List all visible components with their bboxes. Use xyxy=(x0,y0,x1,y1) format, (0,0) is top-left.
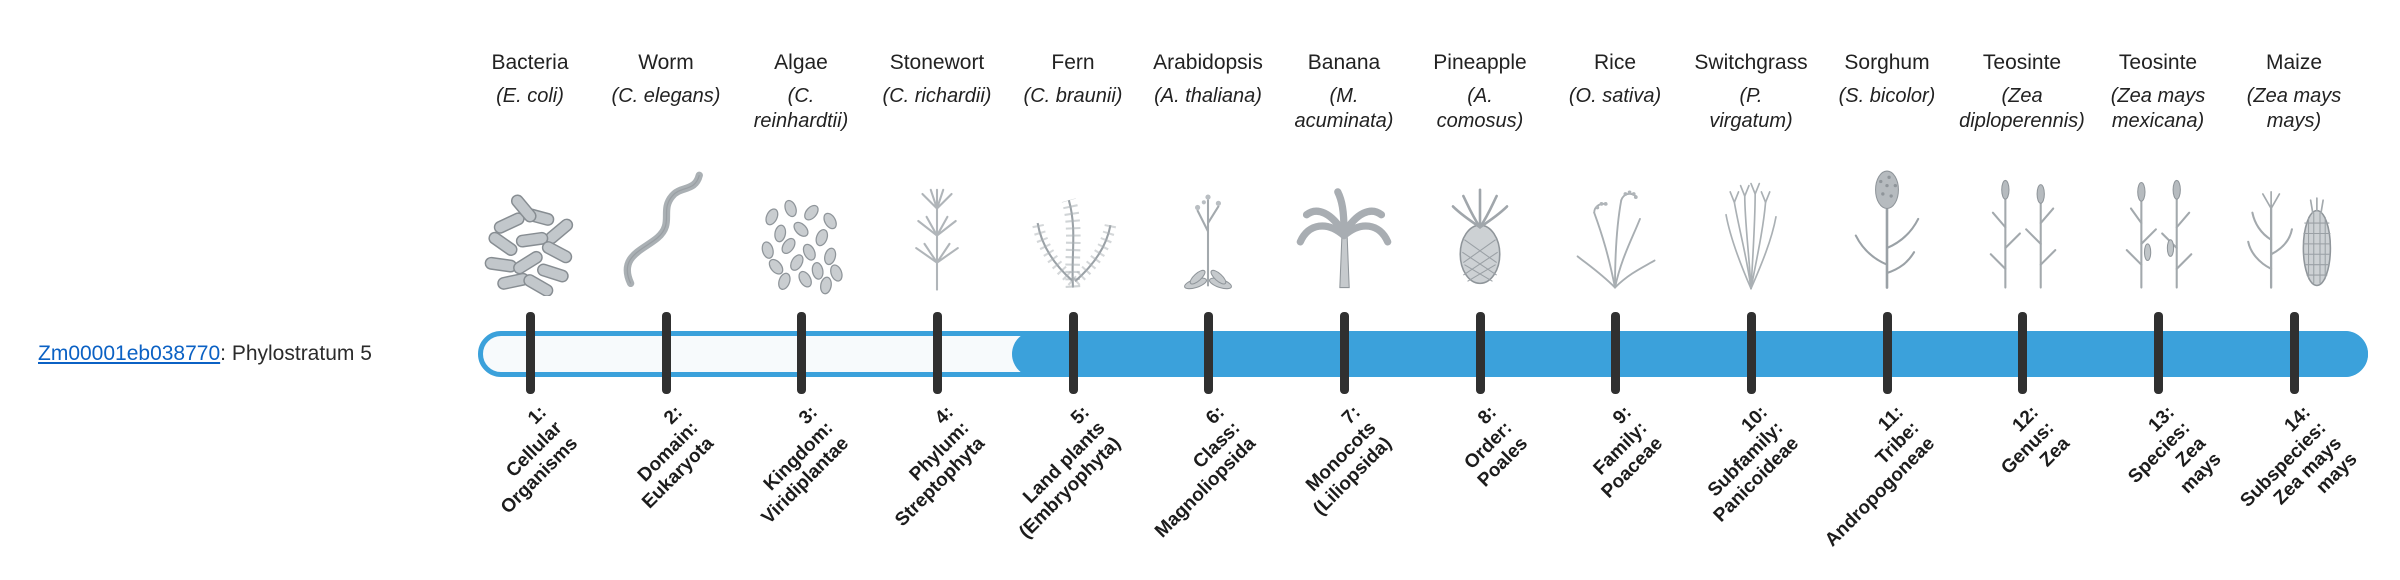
stonewort-icon xyxy=(857,138,1017,296)
organism-common-name: Rice xyxy=(1593,51,1636,74)
teosinte-icon xyxy=(2078,138,2238,296)
phylostratum-tick-3 xyxy=(797,312,806,394)
phylostratum-tick-11 xyxy=(1883,312,1892,394)
organism-scientific-name: (O. sativa) xyxy=(1568,85,1662,107)
stratum-column-fern: Fern (C. braunii) xyxy=(993,50,1153,296)
banana-icon xyxy=(1264,138,1424,296)
stratum-column-maize: Maize (Zea mays mays) xyxy=(2214,50,2374,296)
phylostratum-tick-5 xyxy=(1069,312,1078,394)
organism-scientific-name: (S. bicolor) xyxy=(1838,85,1936,107)
phylostratum-tick-1 xyxy=(526,312,535,394)
arabidopsis-icon xyxy=(1128,138,1288,296)
organism-common-name: Teosinte xyxy=(2118,51,2198,74)
organism-common-name: Algae xyxy=(774,51,828,74)
worm-icon xyxy=(586,138,746,296)
organism-common-name: Stonewort xyxy=(889,51,985,74)
organism-scientific-name: (P. virgatum) xyxy=(1709,85,1793,132)
organism-common-name: Arabidopsis xyxy=(1153,51,1263,74)
organism-common-name: Switchgrass xyxy=(1694,51,1808,74)
phylostratum-tick-8 xyxy=(1476,312,1485,394)
organism-common-name: Maize xyxy=(2265,51,2323,74)
phylostratum-tick-9 xyxy=(1611,312,1620,394)
stratum-column-sorghum: Sorghum (S. bicolor) xyxy=(1807,50,1967,296)
phylostratum-tick-7 xyxy=(1340,312,1349,394)
gene-link[interactable]: Zm00001eb038770 xyxy=(38,342,221,365)
maize-icon xyxy=(2214,138,2374,296)
stratum-column-pineapple: Pineapple (A. comosus) xyxy=(1400,50,1560,296)
stratum-column-algae: Algae (C. reinhardtii) xyxy=(721,50,881,296)
organism-scientific-name: (Zea mays mays) xyxy=(2246,85,2342,132)
phylostratum-tick-10 xyxy=(1747,312,1756,394)
stratum-column-banana: Banana (M. acuminata) xyxy=(1264,50,1424,296)
algae-icon xyxy=(721,138,881,296)
organism-scientific-name: (C. richardii) xyxy=(882,85,992,107)
stratum-column-worm: Worm (C. elegans) xyxy=(586,50,746,296)
rice-icon xyxy=(1535,138,1695,296)
phylostratum-tick-14 xyxy=(2290,312,2299,394)
stratum-column-stonewort: Stonewort (C. richardii) xyxy=(857,50,1017,296)
organism-common-name: Sorghum xyxy=(1844,51,1930,74)
organism-common-name: Fern xyxy=(1051,51,1095,74)
teosinte-icon xyxy=(1942,138,2102,296)
gene-label: Zm00001eb038770: Phylostratum 5 xyxy=(38,342,372,366)
stratum-column-switchgrass: Switchgrass (P. virgatum) xyxy=(1671,50,1831,296)
phylostratum-bar-filled-segment xyxy=(1012,331,2368,377)
phylostratum-tick-13 xyxy=(2154,312,2163,394)
organism-common-name: Worm xyxy=(638,51,694,74)
phylostratum-tick-4 xyxy=(933,312,942,394)
stratum-column-bacteria: Bacteria (E. coli) xyxy=(450,50,610,296)
organism-scientific-name: (C. braunii) xyxy=(1023,85,1123,107)
stratum-column-rice: Rice (O. sativa) xyxy=(1535,50,1695,296)
organism-scientific-name: (C. elegans) xyxy=(611,85,721,107)
gene-phylostratum-text: : Phylostratum 5 xyxy=(220,342,372,365)
pineapple-icon xyxy=(1400,138,1560,296)
organism-scientific-name: (Zea diploperennis) xyxy=(1959,85,2085,132)
organism-scientific-name: (E. coli) xyxy=(496,85,564,107)
organism-scientific-name: (A. comosus) xyxy=(1436,85,1524,132)
fern-icon xyxy=(993,138,1153,296)
sorghum-icon xyxy=(1807,138,1967,296)
organism-scientific-name: (A. thaliana) xyxy=(1154,85,1262,107)
organism-common-name: Pineapple xyxy=(1433,51,1527,74)
phylostratum-tick-2 xyxy=(662,312,671,394)
organism-scientific-name: (M. acuminata) xyxy=(1294,85,1394,132)
stratum-column-arabidopsis: Arabidopsis (A. thaliana) xyxy=(1128,50,1288,296)
phylostratum-tick-12 xyxy=(2018,312,2027,394)
organism-scientific-name: (Zea mays mexicana) xyxy=(2110,85,2206,132)
organism-common-name: Banana xyxy=(1307,51,1381,74)
stratum-column-teosinte-diploperennis: Teosinte (Zea diploperennis) xyxy=(1942,50,2102,296)
bacteria-icon xyxy=(450,138,610,296)
organism-common-name: Teosinte xyxy=(1982,51,2062,74)
stratum-column-teosinte-mexicana: Teosinte (Zea mays mexicana) xyxy=(2078,50,2238,296)
organism-common-name: Bacteria xyxy=(491,51,569,74)
switchgrass-icon xyxy=(1671,138,1831,296)
phylostratum-tick-6 xyxy=(1204,312,1213,394)
organism-scientific-name: (C. reinhardtii) xyxy=(753,85,849,132)
